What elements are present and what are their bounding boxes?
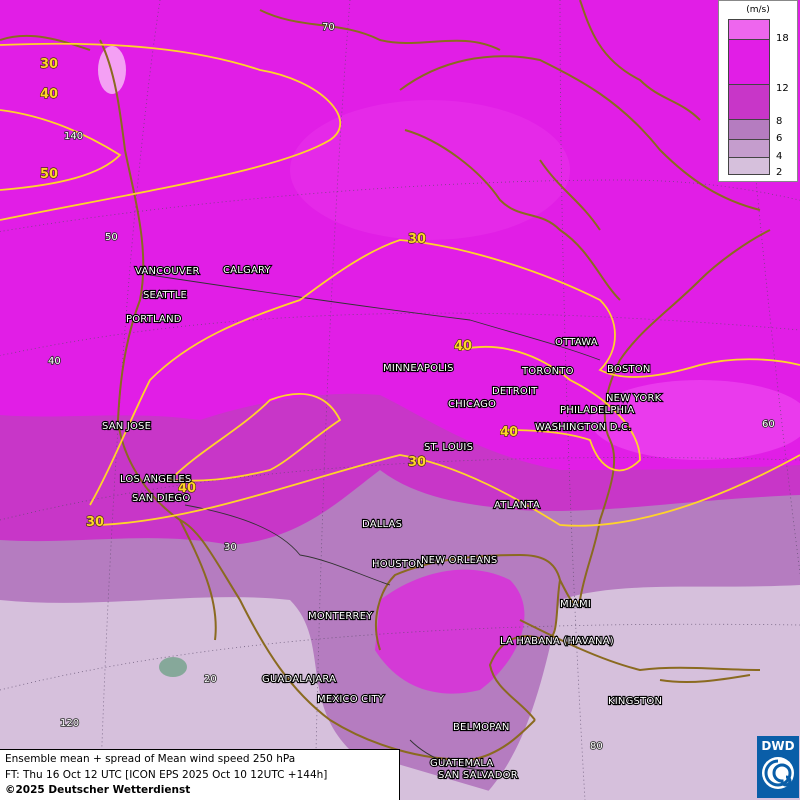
city-calgary: CALGARY [223, 265, 271, 276]
legend-swatch-8 [728, 84, 770, 120]
info-title: Ensemble mean + spread of Mean wind spee… [5, 753, 296, 765]
city-chicago: CHICAGO [448, 399, 496, 410]
grid-label-lat-50: 50 [105, 232, 118, 243]
city-belmopan: BELMOPAN [453, 722, 510, 733]
city-la-habana: LA HABANA (HAVANA) [500, 636, 614, 647]
grid-label-lon-60: 60 [762, 419, 775, 430]
city-dallas: DALLAS [362, 519, 402, 530]
grid-label-lon-80: 80 [590, 741, 603, 752]
city-toronto: TORONTO [521, 366, 574, 377]
city-houston: HOUSTON [372, 559, 424, 570]
legend-swatch-2 [728, 157, 770, 175]
grid-label-lon-140: 140 [64, 131, 83, 142]
isoline-label-30-south: 30 [408, 455, 426, 470]
legend-tick-6: 6 [776, 133, 783, 144]
borders [149, 274, 601, 771]
legend-swatch-12 [728, 39, 770, 85]
grid-label-lat-40: 40 [48, 356, 61, 367]
info-copyright: ©2025 Deutscher Wetterdienst [5, 784, 191, 796]
city-san-jose: SAN JOSE [102, 421, 151, 432]
info-forecast-time: FT: Thu 16 Oct 12 UTC [ICON EPS 2025 Oct… [5, 768, 328, 781]
field-core-east [590, 380, 800, 460]
city-vancouver: VANCOUVER [135, 266, 200, 277]
legend-swatch-18 [728, 19, 770, 40]
city-atlanta: ATLANTA [494, 500, 540, 511]
grid-label-lat-70: 70 [322, 22, 335, 33]
color-legend: (m/s) 18 12 8 6 4 2 [718, 0, 798, 182]
city-detroit: DETROIT [492, 386, 538, 397]
info-box: Ensemble mean + spread of Mean wind spee… [0, 749, 400, 800]
isoline-label-40-east: 40 [454, 339, 472, 354]
city-boston: BOSTON [607, 364, 651, 375]
isoline-label-40-southeast: 40 [500, 425, 518, 440]
legend-unit: (m/s) [746, 5, 770, 15]
city-new-york: NEW YORK [606, 393, 662, 404]
city-washington: WASHINGTON D.C. [535, 422, 632, 433]
isoline-label-30-center: 30 [408, 232, 426, 247]
isoline-label-30-north: 30 [40, 57, 58, 72]
field-low-patch [159, 657, 187, 677]
city-guadalajara: GUADALAJARA [262, 674, 336, 685]
legend-tick-8: 8 [776, 116, 783, 127]
grid-label-lat-30: 30 [224, 542, 237, 553]
isoline-label-40-north: 40 [40, 87, 58, 102]
field-core-north [290, 100, 570, 240]
dwd-swirl-icon [762, 757, 794, 789]
city-seattle: SEATTLE [143, 290, 187, 301]
city-ottawa: OTTAWA [555, 337, 598, 348]
city-mexico-city: MEXICO CITY [317, 694, 385, 705]
dwd-logo: DWD [757, 736, 799, 798]
city-monterrey: MONTERREY [308, 611, 373, 622]
city-san-salvador: SAN SALVADOR [438, 770, 518, 781]
city-kingston: KINGSTON [608, 696, 662, 707]
city-san-diego: SAN DIEGO [132, 493, 190, 504]
isoline-label-40-west: 40 [178, 481, 196, 496]
isoline-label-30-southwest: 30 [86, 515, 104, 530]
city-guatemala: GUATEMALA [430, 758, 493, 769]
city-minneapolis: MINNEAPOLIS [383, 363, 454, 374]
city-philadelphia: PHILADELPHIA [560, 405, 634, 416]
city-portland: PORTLAND [126, 314, 182, 325]
field-gulf-high [375, 569, 525, 694]
isoline-label-50: 50 [40, 167, 58, 182]
city-st-louis: ST. LOUIS [424, 442, 473, 453]
legend-tick-2: 2 [776, 167, 783, 178]
legend-swatch-6 [728, 119, 770, 140]
grid-label-lat-20: 20 [204, 674, 217, 685]
coastlines [0, 0, 771, 761]
city-new-orleans: NEW ORLEANS [421, 555, 497, 566]
legend-tick-12: 12 [776, 83, 789, 94]
legend-tick-18: 18 [776, 33, 789, 44]
legend-bar [728, 19, 770, 175]
legend-tick-4: 4 [776, 151, 783, 162]
isolines [0, 42, 800, 527]
legend-swatch-4 [728, 139, 770, 158]
city-los-angeles: LOS ANGELES [120, 474, 191, 485]
city-miami: MIAMI [560, 599, 591, 610]
grid-label-lon-120: 120 [60, 718, 79, 729]
dwd-logo-text: DWD [761, 739, 795, 753]
